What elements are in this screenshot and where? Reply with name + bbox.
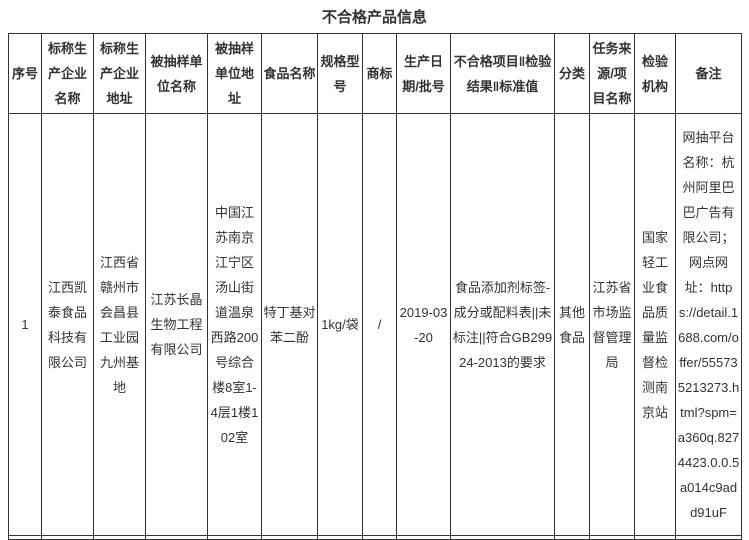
header-cell-labeled-manufacturer-name: 标称生产企业名称 — [41, 33, 94, 114]
cell-sampled-unit-address: 中国江苏南京江宁区汤山街道温泉西路200号综合楼8室1-4层1楼102室 — [207, 113, 262, 536]
header-cell-sampled-unit-name: 被抽样单位名称 — [145, 33, 208, 114]
page-title: 不合格产品信息 — [321, 9, 427, 26]
header-cell-trademark: 商标 — [362, 33, 397, 114]
header-cell-labeled-manufacturer-address: 标称生产企业地址 — [93, 33, 146, 114]
table-header-row: 序号 标称生产企业名称 标称生产企业地址 被抽样单位名称 被抽样单位地址 食品名… — [8, 33, 742, 114]
empty-cell — [93, 535, 146, 540]
cell-remarks: 网抽平台名称：杭州阿里巴巴广告有限公司；网点网址：https://detail.… — [675, 113, 742, 536]
empty-cell — [362, 535, 397, 540]
table-row-partial — [8, 535, 742, 540]
empty-cell — [261, 535, 318, 540]
empty-cell — [207, 535, 262, 540]
cell-sampled-unit-name: 江苏长晶生物工程有限公司 — [145, 113, 208, 536]
empty-cell — [589, 535, 635, 540]
empty-cell — [675, 535, 742, 540]
header-cell-failed-items-results-standard: 不合格项目‖检验结果‖标准值 — [450, 33, 555, 114]
empty-cell — [145, 535, 208, 540]
cell-inspection-agency: 国家轻工业食品质量监督检测南京站 — [634, 113, 676, 536]
cell-labeled-manufacturer-name: 江西凯泰食品科技有限公司 — [41, 113, 94, 536]
cell-trademark: / — [362, 113, 397, 536]
header-cell-serial-number: 序号 — [8, 33, 42, 114]
header-cell-inspection-agency: 检验机构 — [634, 33, 676, 114]
cell-serial-number: 1 — [8, 113, 42, 536]
empty-cell — [554, 535, 590, 540]
header-cell-task-source-project-name: 任务来源/项目名称 — [589, 33, 635, 114]
header-cell-production-date-batch: 生产日期/批号 — [396, 33, 451, 114]
empty-cell — [634, 535, 676, 540]
empty-cell — [41, 535, 94, 540]
cell-labeled-manufacturer-address: 江西省赣州市会昌县工业园九州基地 — [93, 113, 146, 536]
table-row: 1 江西凯泰食品科技有限公司 江西省赣州市会昌县工业园九州基地 江苏长晶生物工程… — [8, 113, 742, 536]
cell-task-source-project-name: 江苏省市场监督管理局 — [589, 113, 635, 536]
empty-cell — [8, 535, 42, 540]
header-cell-food-name: 食品名称 — [261, 33, 318, 114]
cell-food-name: 特丁基对苯二酚 — [261, 113, 318, 536]
empty-cell — [450, 535, 555, 540]
header-cell-specification-model: 规格型号 — [317, 33, 363, 114]
cell-specification-model: 1kg/袋 — [317, 113, 363, 536]
header-cell-remarks: 备注 — [675, 33, 742, 114]
header-cell-category: 分类 — [554, 33, 590, 114]
header-cell-sampled-unit-address: 被抽样单位地址 — [207, 33, 262, 114]
empty-cell — [317, 535, 363, 540]
cell-production-date-batch: 2019-03-20 — [396, 113, 451, 536]
cell-category: 其他食品 — [554, 113, 590, 536]
cell-failed-items-results-standard: 食品添加剂标签-成分或配料表||未标注||符合GB29924-2013的要求 — [450, 113, 555, 536]
empty-cell — [396, 535, 451, 540]
unqualified-products-table: 序号 标称生产企业名称 标称生产企业地址 被抽样单位名称 被抽样单位地址 食品名… — [8, 33, 742, 540]
